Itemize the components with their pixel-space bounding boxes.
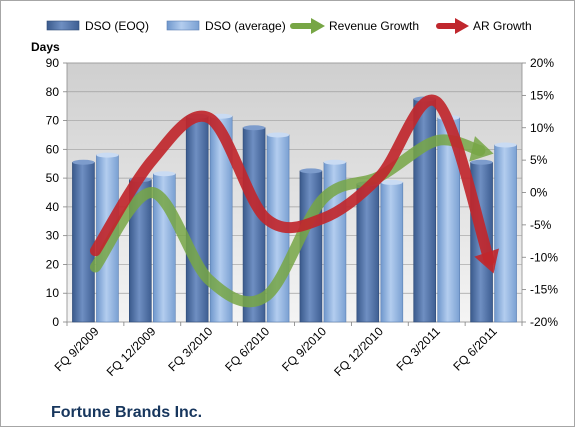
legend-label-ar-growth: AR Growth <box>473 19 532 33</box>
right-tick-label: 0% <box>530 186 548 200</box>
legend-label-dso-average: DSO (average) <box>205 19 286 33</box>
x-axis-ticks: FQ 9/2009 FQ 12/2009 FQ 3/2010 FQ 6/2010 FQ … <box>52 322 523 379</box>
left-tick-label: 10 <box>46 286 60 300</box>
arrowhead-revenue-growth <box>469 136 494 162</box>
line-ar-growth <box>89 94 495 266</box>
bar-dso-eoq <box>356 183 380 323</box>
legend: DSO (EOQ) DSO (average) Revenue Growth A… <box>46 18 532 34</box>
growth-lines <box>89 94 499 308</box>
right-tick-label: 5% <box>530 153 548 167</box>
company-name: Fortune Brands Inc. <box>51 404 202 421</box>
bar-dso-average-cap <box>494 142 517 148</box>
left-tick-label: 20 <box>46 257 60 271</box>
y-axis-title: Days <box>31 40 60 54</box>
bar-dso-eoq <box>72 161 95 323</box>
right-tick-label: -20% <box>530 315 558 329</box>
left-tick-label: 50 <box>46 171 60 185</box>
left-tick-label: 90 <box>46 56 60 70</box>
bar-dso-average <box>494 144 517 323</box>
bar-dso-average-cap <box>380 179 403 185</box>
left-tick-label: 80 <box>46 85 60 99</box>
bar-dso-average-cap <box>96 152 119 158</box>
bar-dso-average <box>380 182 404 323</box>
arrowhead-ar-growth <box>474 248 499 274</box>
left-tick-label: 60 <box>46 142 60 156</box>
x-tick-label: FQ 6/2011 <box>450 324 500 374</box>
left-tick-label: 40 <box>46 200 60 214</box>
left-tick-label: 70 <box>46 114 60 128</box>
x-tick-label: FQ 3/2010 <box>165 324 215 374</box>
bar-dso-average-cap <box>153 171 176 177</box>
right-tick-label: -5% <box>530 218 552 232</box>
bar-dso-eoq-cap <box>72 159 95 165</box>
legend-arrow-revenue-growth <box>290 18 325 34</box>
x-tick-label: FQ 3/2011 <box>393 324 443 374</box>
bar-dso-eoq <box>413 98 436 323</box>
bar-dso-average-cap <box>323 159 346 165</box>
right-tick-label: 20% <box>530 56 554 70</box>
right-tick-label: -15% <box>530 283 558 297</box>
bar-dso-eoq-cap <box>243 125 266 131</box>
right-axis-ticks: -20% -15% -10% -5% 0% 5% 10% 15% 20% <box>522 56 558 329</box>
x-tick-label: FQ 9/2010 <box>279 324 329 374</box>
bar-dso-eoq <box>185 115 209 323</box>
legend-arrow-ar-growth <box>436 18 469 34</box>
legend-swatch-dso-eoq <box>46 20 80 31</box>
line-revenue-growth <box>89 134 486 308</box>
x-tick-label: FQ 12/2010 <box>331 324 386 379</box>
left-tick-label: 30 <box>46 229 60 243</box>
left-tick-label: 0 <box>52 315 59 329</box>
bar-dso-eoq-cap <box>470 159 493 165</box>
x-tick-label: FQ 6/2010 <box>222 324 272 374</box>
right-tick-label: 10% <box>530 121 554 135</box>
legend-label-dso-eoq: DSO (EOQ) <box>85 19 149 33</box>
legend-swatch-dso-average <box>166 20 200 31</box>
left-axis-ticks: 0 10 20 30 40 50 60 70 80 90 <box>46 56 67 329</box>
x-tick-label: FQ 12/2009 <box>104 324 159 379</box>
x-tick-label: FQ 9/2009 <box>52 324 102 374</box>
legend-label-revenue-growth: Revenue Growth <box>329 19 419 33</box>
bar-dso-eoq <box>299 170 323 323</box>
right-tick-label: 15% <box>530 88 554 102</box>
bar-dso-average-cap <box>267 132 290 138</box>
right-tick-label: -10% <box>530 250 558 264</box>
bar-dso-eoq-cap <box>299 168 322 174</box>
